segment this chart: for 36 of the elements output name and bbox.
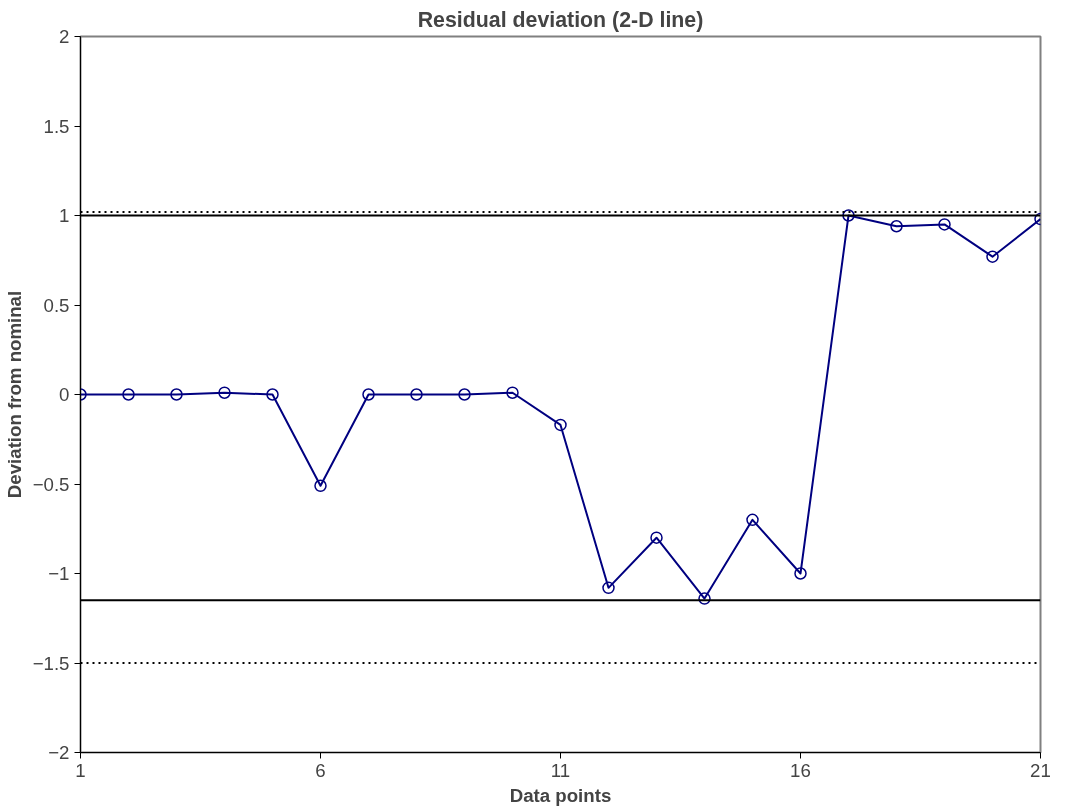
point <box>266 388 279 401</box>
y-tick-label: 2 <box>59 26 70 47</box>
point <box>842 209 855 222</box>
point <box>362 388 375 401</box>
point <box>890 220 903 233</box>
point <box>746 513 759 527</box>
y-tick-label: 0.5 <box>43 294 70 316</box>
point <box>602 581 615 595</box>
point <box>218 386 231 399</box>
point <box>458 388 471 401</box>
y-tick-label: 1.5 <box>43 115 70 137</box>
point <box>938 218 951 231</box>
y-tick-label: −1.5 <box>32 652 70 674</box>
x-tick-label: 11 <box>550 759 571 781</box>
x-tick-label: 21 <box>1030 759 1051 781</box>
y-tick-label: 1 <box>59 205 70 226</box>
point <box>122 388 135 401</box>
y-tick-label: 0 <box>59 384 70 405</box>
point <box>410 388 423 401</box>
x-tick-label: 1 <box>75 759 86 781</box>
point <box>698 592 711 605</box>
point <box>170 388 183 401</box>
x-axis-title: Data points <box>509 784 612 806</box>
point <box>650 531 663 544</box>
chart-title: Residual deviation (2-D line) <box>417 7 704 32</box>
point <box>506 386 519 399</box>
x-tick-label: 16 <box>790 759 811 781</box>
x-tick-label: 6 <box>315 759 326 781</box>
point <box>986 250 999 263</box>
y-tick-label: −0.5 <box>32 473 70 495</box>
point <box>794 567 807 580</box>
y-tick-label: −2 <box>48 742 70 763</box>
y-tick-label: −1 <box>48 563 70 584</box>
point <box>314 479 327 493</box>
point <box>554 418 567 432</box>
y-axis-title: Deviation from nominal <box>3 290 25 499</box>
